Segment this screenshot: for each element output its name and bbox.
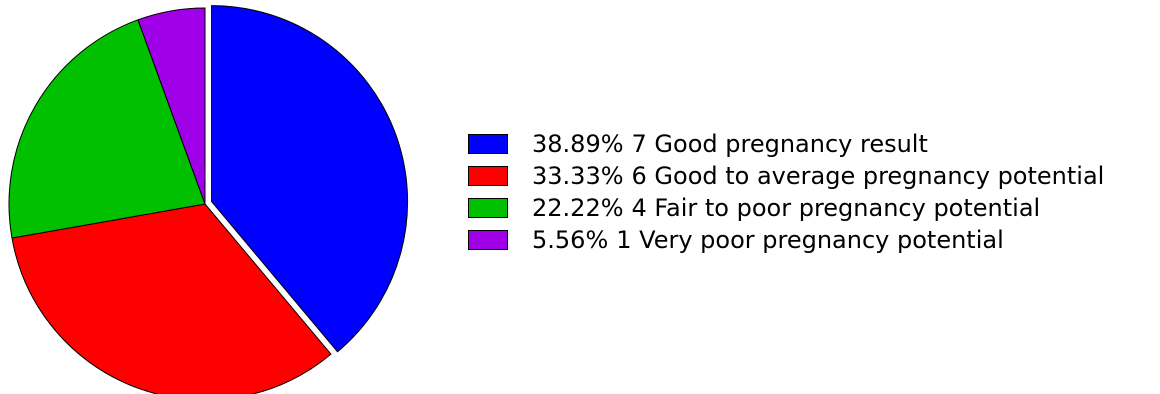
pie-slice-fair-to-poor	[8, 19, 206, 239]
legend-item-good: 38.89% 7 Good pregnancy result	[468, 128, 1104, 160]
legend-text: 7 Good pregnancy result	[631, 130, 928, 158]
pie-slice-good-to-average	[11, 203, 332, 394]
pie-slice-good	[211, 5, 409, 353]
legend-percent: 33.33%	[532, 162, 624, 190]
legend-percent: 5.56%	[532, 226, 609, 254]
chart-legend: 38.89% 7 Good pregnancy result 33.33% 6 Go…	[468, 128, 1104, 256]
legend-item-good-to-average: 33.33% 6 Good to average pregnancy potent…	[468, 160, 1104, 192]
legend-label: 38.89% 7 Good pregnancy result	[532, 130, 928, 158]
legend-percent: 38.89%	[532, 130, 624, 158]
legend-item-fair-to-poor: 22.22% 4 Fair to poor pregnancy potential	[468, 192, 1104, 224]
legend-label: 33.33% 6 Good to average pregnancy potent…	[532, 162, 1104, 190]
pie-slice-very-poor	[137, 7, 206, 205]
legend-percent: 22.22%	[532, 194, 624, 222]
pie-chart	[8, 5, 409, 394]
legend-swatch-blue	[468, 134, 508, 154]
legend-text: 1 Very poor pregnancy potential	[616, 226, 1004, 254]
legend-item-very-poor: 5.56% 1 Very poor pregnancy potential	[468, 224, 1104, 256]
legend-text: 6 Good to average pregnancy potential	[631, 162, 1105, 190]
legend-swatch-red	[468, 166, 508, 186]
legend-label: 5.56% 1 Very poor pregnancy potential	[532, 226, 1004, 254]
legend-swatch-purple	[468, 230, 508, 250]
legend-text: 4 Fair to poor pregnancy potential	[631, 194, 1041, 222]
legend-swatch-green	[468, 198, 508, 218]
legend-label: 22.22% 4 Fair to poor pregnancy potential	[532, 194, 1040, 222]
